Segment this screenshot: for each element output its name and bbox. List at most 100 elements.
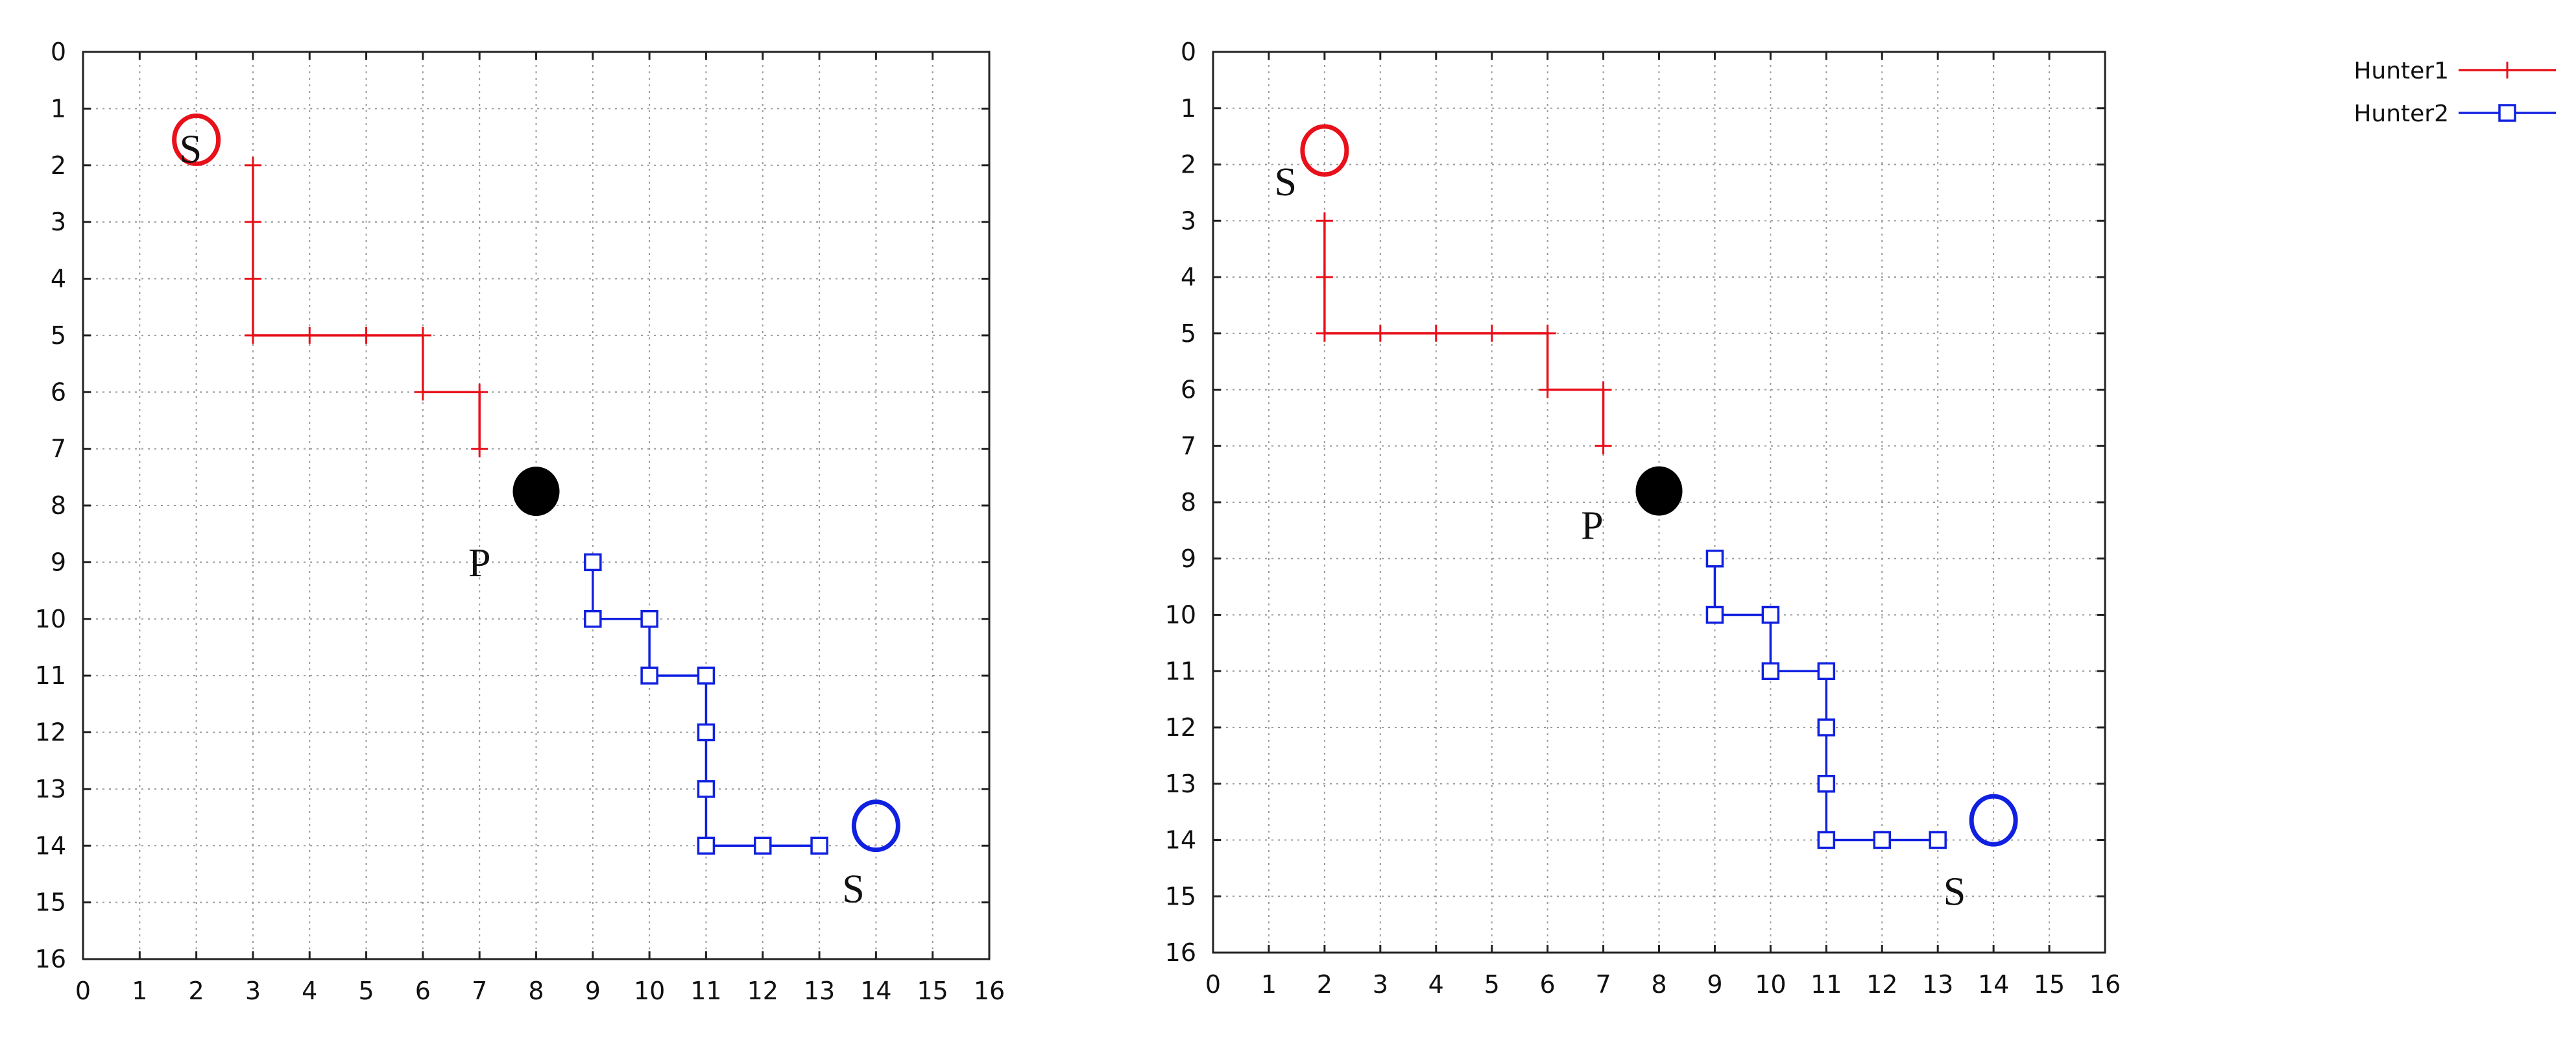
y-tick-label: 0 xyxy=(1181,38,1196,66)
data-point-plus xyxy=(1539,324,1556,342)
data-point-plus xyxy=(1483,324,1500,342)
data-point-square xyxy=(1817,718,1836,737)
data-point-square xyxy=(640,666,658,685)
y-tick-label: 3 xyxy=(51,208,66,236)
y-tick-label: 1 xyxy=(1181,94,1196,123)
start-label: S xyxy=(1274,160,1296,204)
data-point-plus xyxy=(357,326,375,344)
y-tick-label: 12 xyxy=(1165,713,1196,742)
plot-left: 0 1 2 3 4 5 6 7 8 9 10 11 12 13 14 15 160123456789101112… xyxy=(35,38,1005,1005)
data-point-plus xyxy=(414,384,431,401)
legend: Hunter1 Hunter2 xyxy=(2353,58,2556,127)
data-point-plus xyxy=(1595,381,1612,398)
y-tick-label: 5 xyxy=(51,321,66,350)
data-point-square xyxy=(1705,550,1724,568)
x-tick-label: 8 xyxy=(1651,970,1667,999)
x-tick-label: 1 xyxy=(1261,970,1277,999)
data-point-square xyxy=(697,780,716,798)
y-tick-label: 15 xyxy=(35,888,66,917)
data-point-square xyxy=(810,836,828,855)
data-point-plus xyxy=(244,156,261,174)
data-point-plus xyxy=(1316,269,1333,286)
y-tick-label: 8 xyxy=(51,491,66,520)
data-point-plus xyxy=(1371,324,1389,342)
series-line xyxy=(1323,221,1605,446)
y-tick-label: 13 xyxy=(35,775,66,803)
data-point-square xyxy=(584,610,602,628)
x-tick-label: 3 xyxy=(245,977,261,1005)
y-tick-label: 4 xyxy=(51,265,66,293)
data-point-square xyxy=(1929,831,1947,849)
y-tick-label: 5 xyxy=(1181,319,1196,348)
y-tick-label: 15 xyxy=(1165,882,1196,910)
data-point-plus xyxy=(301,326,319,344)
x-tick-label: 9 xyxy=(1707,970,1722,999)
legend-label: Hunter2 xyxy=(2353,101,2449,127)
start-circle xyxy=(1969,794,2018,847)
grid xyxy=(1213,52,2105,953)
x-tick-label: 7 xyxy=(1595,970,1611,999)
series-hunter2 xyxy=(1705,550,1947,849)
data-point-square xyxy=(1817,831,1836,849)
y-tick-label: 16 xyxy=(1165,938,1196,967)
legend-item-hunter1: Hunter1 xyxy=(2353,58,2556,84)
x-tick-label: 10 xyxy=(1755,970,1786,999)
data-point-square xyxy=(697,666,716,685)
y-tick-label: 13 xyxy=(1165,770,1196,798)
x-tick-label: 7 xyxy=(472,977,487,1005)
y-tick-label: 12 xyxy=(35,718,66,747)
start-label: S xyxy=(180,127,202,171)
data-point-plus xyxy=(244,213,261,231)
series-hunter1 xyxy=(1316,212,1612,455)
plot-right: 0 1 2 3 4 5 6 7 8 9 10 11 12 13 14 15 160123456789101112… xyxy=(1165,38,2121,999)
start-marker: S xyxy=(842,799,900,912)
y-tick-label: 14 xyxy=(1165,826,1196,855)
x-tick-label: 6 xyxy=(415,977,431,1005)
prey-label: P xyxy=(468,541,490,585)
y-tick-label: 6 xyxy=(51,378,66,406)
data-point-square xyxy=(584,553,602,572)
legend-square-marker xyxy=(2498,104,2516,122)
x-tick-label: 5 xyxy=(358,977,374,1005)
x-tick-label: 9 xyxy=(585,977,601,1005)
data-point-plus xyxy=(471,440,488,457)
y-tick-label: 7 xyxy=(51,435,66,463)
data-point-square xyxy=(1761,662,1780,680)
y-tick-label: 0 xyxy=(51,38,66,66)
y-tick-label: 2 xyxy=(1181,151,1196,179)
data-point-square xyxy=(1873,831,1891,849)
data-point-square xyxy=(1705,605,1724,624)
y-tick-label: 9 xyxy=(51,548,66,576)
x-tick-label: 4 xyxy=(302,977,317,1005)
x-tick-label: 15 xyxy=(2034,970,2065,999)
y-tick-label: 10 xyxy=(1165,601,1196,629)
data-point-square xyxy=(697,723,716,742)
x-tick-label: 12 xyxy=(1866,970,1897,999)
start-marker: S xyxy=(172,113,221,171)
data-point-square xyxy=(1817,775,1836,793)
x-tick-label: 16 xyxy=(974,977,1005,1005)
data-point-plus xyxy=(1539,381,1556,398)
x-tick-label: 0 xyxy=(75,977,91,1005)
data-point-square xyxy=(640,610,658,628)
series-hunter1 xyxy=(244,156,488,457)
x-tick-label: 0 xyxy=(1205,970,1221,999)
x-tick-label: 3 xyxy=(1373,970,1388,999)
x-tick-label: 2 xyxy=(189,977,204,1005)
series-line xyxy=(592,562,820,847)
series-hunter2 xyxy=(584,553,828,855)
x-tick-label: 16 xyxy=(2089,970,2121,999)
x-tick-label: 11 xyxy=(1811,970,1842,999)
data-point-plus xyxy=(244,326,261,344)
prey-marker: P xyxy=(1581,466,1683,548)
x-tick-label: 5 xyxy=(1484,970,1500,999)
prey-marker: P xyxy=(468,467,560,585)
x-tick-label: 12 xyxy=(747,977,778,1005)
y-tick-label: 11 xyxy=(35,661,66,690)
x-tick-label: 13 xyxy=(804,977,835,1005)
y-tick-label: 10 xyxy=(35,605,66,633)
y-tick-label: 3 xyxy=(1181,206,1196,235)
start-circle xyxy=(1300,124,1349,177)
data-point-square xyxy=(1761,605,1780,624)
start-circle xyxy=(172,113,221,166)
